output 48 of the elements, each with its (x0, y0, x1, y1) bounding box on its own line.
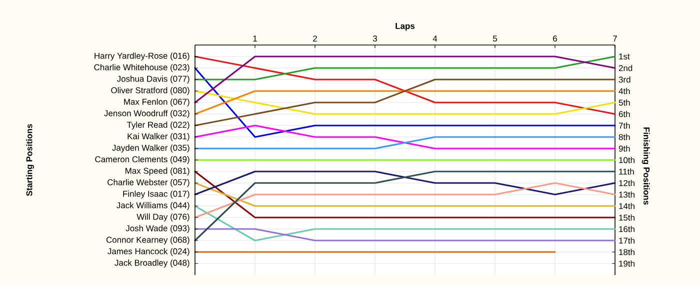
y-tick-label: 8th (618, 134, 630, 140)
text: Max Speed (081) (126, 168, 190, 176)
x-tick-label: 3 (372, 35, 377, 42)
y-tick-label: 5th (618, 99, 630, 106)
text: Jack Broadley (048) (114, 260, 190, 268)
x-tick-label: 7 (613, 36, 617, 42)
y-tick-label: 10th (619, 156, 634, 164)
text: Tyler Read (022) (126, 122, 190, 130)
y-tick-label: 15th (619, 214, 634, 221)
x-tick-label: 1 (253, 36, 257, 42)
y-tick-label: 4th (618, 88, 630, 94)
y-tick-label: 18th (619, 248, 634, 256)
y-tick-label: 9th (618, 145, 630, 152)
y-tick-label: 6th (618, 110, 630, 118)
text: Charlie Whitehouse (023) (94, 64, 190, 72)
y-tick-label: 13th (619, 191, 634, 198)
y-tick-label: 7th (618, 122, 630, 129)
text: Will Day (076) (136, 214, 190, 222)
x-tick-label: 4 (432, 36, 438, 42)
text: Connor Kearney (068) (106, 236, 190, 244)
y-tick-label: 2nd (618, 64, 632, 72)
text: Starting Positions (26, 124, 34, 196)
y-tick-label: 12th (619, 180, 634, 186)
text: Max Fenlon (067) (124, 98, 190, 106)
x-tick-label: 2 (313, 36, 317, 42)
y-tick-label: 3rd (618, 76, 630, 83)
y-tick-label: 16th (619, 226, 634, 232)
text: Finley Isaac (017) (123, 190, 190, 198)
text: Jenson Woodruff (032) (104, 110, 190, 118)
text: Kai Walker (031) (128, 133, 190, 141)
text: Oliver Stratford (080) (111, 87, 190, 95)
text: Charlie Webster (057) (108, 179, 190, 187)
text: Josh Wade (093) (126, 225, 190, 233)
x-axis-title: Laps (396, 23, 415, 31)
text: Jack Williams (044) (116, 202, 190, 210)
y-axis-title: Finishing Positions (642, 127, 650, 205)
y-tick-label: 1st (619, 54, 630, 60)
y-tick-label: 14th (619, 202, 634, 210)
y-tick-label: 19th (619, 260, 634, 267)
y-tick-label: 17th (619, 237, 634, 244)
y-tick-label: 11th (619, 168, 634, 175)
text: James Hancock (024) (108, 248, 190, 256)
x-tick-label: 6 (553, 35, 557, 42)
text: Jayden Walker (035) (112, 144, 190, 152)
text: Harry Yardley-Rose (016) (94, 52, 190, 60)
text: Cameron Clements (049) (95, 156, 190, 164)
text: Joshua Davis (077) (116, 76, 190, 84)
x-tick-label: 5 (492, 36, 498, 42)
